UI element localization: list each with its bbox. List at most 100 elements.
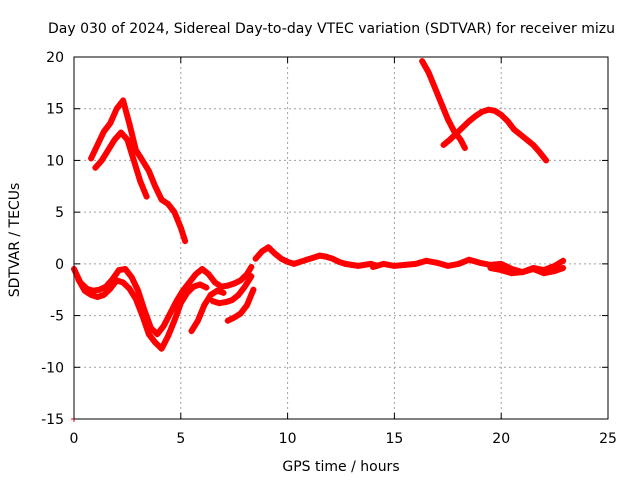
axis-ticks: 0 5 10 15 20 25 -15 -10 -5 0 5 10 15 20 — [41, 50, 617, 447]
data-point — [120, 279, 127, 286]
data-point — [530, 141, 537, 148]
data-point — [120, 97, 127, 104]
data-point — [511, 126, 518, 133]
data-point — [201, 302, 208, 309]
series-arc-neg-a — [71, 263, 255, 338]
data-point — [498, 260, 505, 267]
data-point — [111, 136, 118, 143]
data-point — [132, 296, 139, 303]
series-arc-neg-c — [188, 287, 227, 335]
data-point — [122, 266, 129, 273]
data-point — [107, 120, 114, 127]
data-point — [310, 254, 317, 261]
data-point — [459, 124, 466, 131]
data-point — [434, 259, 441, 266]
x-tick-label: 20 — [492, 431, 510, 447]
data-point — [446, 136, 453, 143]
data-point — [143, 193, 150, 200]
data-point — [425, 69, 432, 76]
data-point — [188, 328, 195, 335]
x-tick-label: 25 — [599, 431, 617, 447]
data-point — [455, 260, 462, 267]
data-point — [75, 276, 82, 283]
data-point — [241, 283, 248, 290]
data-point — [220, 289, 227, 296]
data-point — [498, 267, 505, 274]
data-point — [560, 257, 567, 264]
data-point — [135, 287, 142, 294]
data-point — [224, 282, 231, 289]
data-point — [498, 111, 505, 118]
data-point — [457, 136, 464, 143]
data-point — [115, 267, 122, 274]
data-point — [323, 253, 330, 260]
series-trace — [88, 97, 189, 245]
data-point — [179, 287, 186, 294]
data-point — [105, 147, 112, 154]
data-point — [504, 118, 511, 125]
data-point — [472, 112, 479, 119]
data-point — [139, 157, 146, 164]
data-point — [248, 273, 255, 280]
data-point — [258, 248, 265, 255]
data-point — [171, 317, 178, 324]
data-point — [139, 312, 146, 319]
y-tick-label: 10 — [46, 153, 64, 169]
data-point — [250, 286, 257, 293]
data-point — [128, 274, 135, 281]
data-point — [81, 287, 88, 294]
data-point — [216, 300, 223, 307]
data-point — [158, 345, 165, 352]
data-point — [335, 258, 342, 265]
data-point — [100, 291, 107, 298]
data-point — [265, 244, 272, 251]
data-point — [214, 287, 221, 294]
data-point — [560, 264, 567, 271]
data-point — [235, 291, 242, 298]
data-point — [303, 256, 310, 263]
data-point — [152, 339, 159, 346]
data-point — [158, 196, 165, 203]
data-point — [291, 260, 298, 267]
data-point — [88, 291, 95, 298]
data-point — [197, 281, 204, 288]
data-point — [237, 310, 244, 317]
data-point — [380, 260, 387, 267]
data-point — [177, 300, 184, 307]
data-point — [88, 155, 95, 162]
data-point — [284, 258, 291, 265]
data-point — [419, 58, 426, 65]
data-point — [440, 141, 447, 148]
data-point — [551, 268, 558, 275]
data-point — [248, 263, 255, 270]
data-point — [536, 149, 543, 156]
series-trace — [188, 287, 227, 335]
data-point — [237, 277, 244, 284]
data-point — [370, 263, 377, 270]
series-trace — [440, 106, 550, 164]
data-point — [126, 285, 133, 292]
y-tick-label: 20 — [46, 50, 64, 66]
data-point — [444, 116, 451, 123]
data-point — [199, 266, 206, 273]
series-arc-mid-a — [252, 244, 381, 269]
data-point — [316, 252, 323, 259]
data-point — [117, 129, 124, 136]
x-axis-label: GPS time / hours — [282, 459, 399, 475]
data-point — [355, 262, 362, 269]
data-point — [192, 271, 199, 278]
y-tick-label: 5 — [55, 205, 64, 221]
data-point — [231, 280, 238, 287]
data-series — [71, 58, 567, 422]
data-point — [167, 310, 174, 317]
data-point — [229, 297, 236, 304]
data-point — [173, 298, 180, 305]
series-arc-neg-e — [224, 286, 257, 324]
data-point — [137, 178, 144, 185]
plot-frame — [73, 56, 609, 420]
data-point — [209, 298, 216, 305]
x-tick-label: 15 — [385, 431, 403, 447]
data-point — [244, 302, 251, 309]
data-point — [94, 141, 101, 148]
